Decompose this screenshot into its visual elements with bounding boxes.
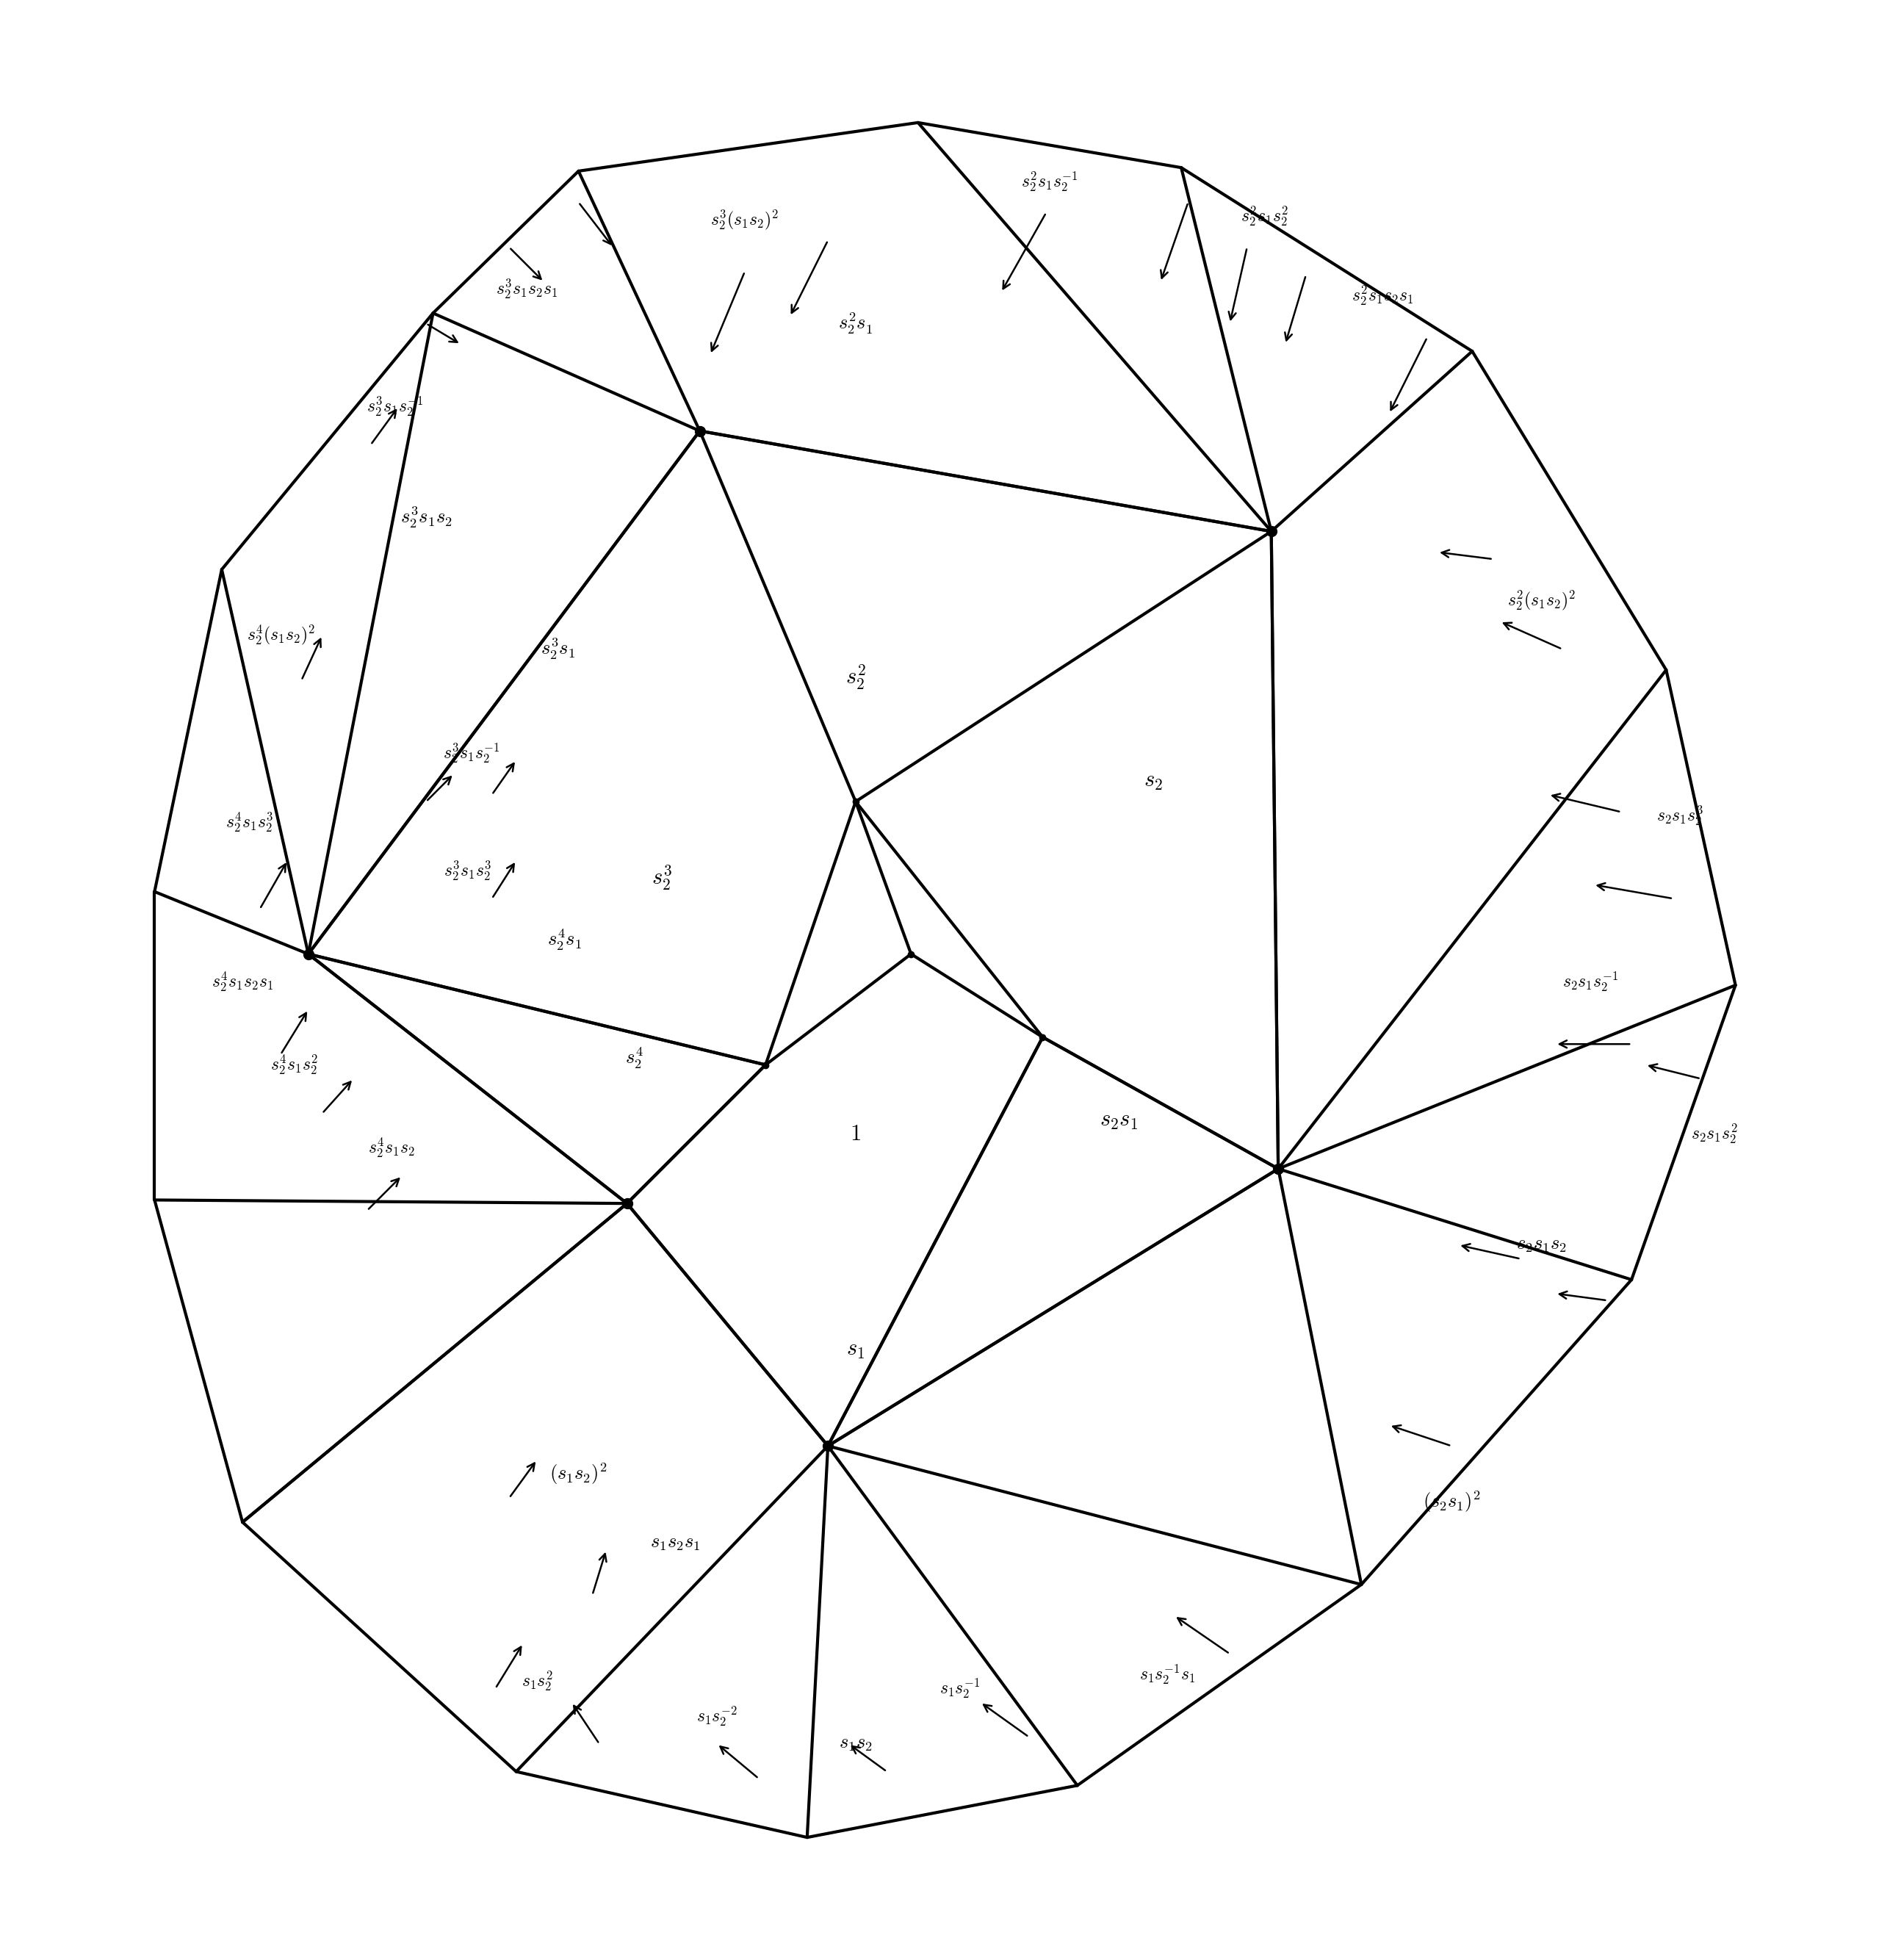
Text: $s_1s_2^{-1}s_1$: $s_1s_2^{-1}s_1$ [1140,1664,1194,1686]
Text: $s_2^3$: $s_2^3$ [652,864,673,892]
Text: $s_1s_2^{-1}$: $s_1s_2^{-1}$ [939,1678,979,1699]
Text: $s_1s_2s_1$: $s_1s_2s_1$ [650,1535,701,1552]
Text: $s_1s_2^{-2}$: $s_1s_2^{-2}$ [697,1705,737,1727]
Text: $s_2^3(s_1s_2)^2$: $s_2^3(s_1s_2)^2$ [711,208,779,231]
Text: $s_2s_1s_2^2$: $s_2s_1s_2^2$ [1692,1123,1739,1145]
Text: $s_2^2s_1s_2s_1$: $s_2^2s_1s_2s_1$ [1351,284,1414,308]
Text: $s_2^3s_1s_2^{-1}$: $s_2^3s_1s_2^{-1}$ [367,396,423,417]
Text: $s_2^2(s_1s_2)^2$: $s_2^2(s_1s_2)^2$ [1508,590,1576,612]
Text: $s_2^3s_1$: $s_2^3s_1$ [541,637,575,661]
Text: $s_2s_1s_2$: $s_2s_1s_2$ [1516,1237,1567,1254]
Text: $1$: $1$ [851,1123,862,1145]
Text: $s_2^4s_1s_2^3$: $s_2^4s_1s_2^3$ [225,811,274,835]
Text: $s_2^4s_1s_2^2$: $s_2^4s_1s_2^2$ [270,1053,319,1076]
Text: $s_2^4s_1$: $s_2^4s_1$ [548,927,582,953]
Text: $s_2s_1$: $s_2s_1$ [1100,1109,1138,1131]
Text: $s_1s_2^2$: $s_1s_2^2$ [522,1670,552,1693]
Text: $s_2^2s_1s_2^{-1}$: $s_2^2s_1s_2^{-1}$ [1021,171,1077,192]
Text: $(s_1s_2)^2$: $(s_1s_2)^2$ [550,1462,607,1486]
Text: $s_2^3s_1s_2^{-1}$: $s_2^3s_1s_2^{-1}$ [442,741,499,764]
Text: $s_1s_2$: $s_1s_2$ [839,1735,873,1752]
Text: $s_2$: $s_2$ [1143,770,1162,792]
Text: $s_2^2$: $s_2^2$ [845,662,866,692]
Text: $s_2^4(s_1s_2)^2$: $s_2^4(s_1s_2)^2$ [246,623,316,647]
Text: $s_2^4s_1s_2s_1$: $s_2^4s_1s_2s_1$ [212,970,274,994]
Text: $s_2^4$: $s_2^4$ [626,1047,643,1070]
Text: $s_2^3s_1s_2^3$: $s_2^3s_1s_2^3$ [444,858,491,882]
Text: $s_2s_1s_2^3$: $s_2s_1s_2^3$ [1656,804,1703,827]
Text: $s_2^4s_1s_2$: $s_2^4s_1s_2$ [369,1137,416,1160]
Text: $s_2^3s_1s_2s_1$: $s_2^3s_1s_2s_1$ [495,276,558,300]
Text: $s_2^2s_1s_2^2$: $s_2^2s_1s_2^2$ [1240,204,1289,227]
Text: $(s_2s_1)^2$: $(s_2s_1)^2$ [1423,1490,1480,1513]
Text: $s_1$: $s_1$ [847,1337,866,1360]
Text: $s_2^3s_1s_2$: $s_2^3s_1s_2$ [401,506,452,529]
Text: $s_2^2s_1^{}$: $s_2^2s_1^{}$ [839,312,873,335]
Text: $s_2s_1s_2^{-1}$: $s_2s_1s_2^{-1}$ [1561,970,1618,994]
